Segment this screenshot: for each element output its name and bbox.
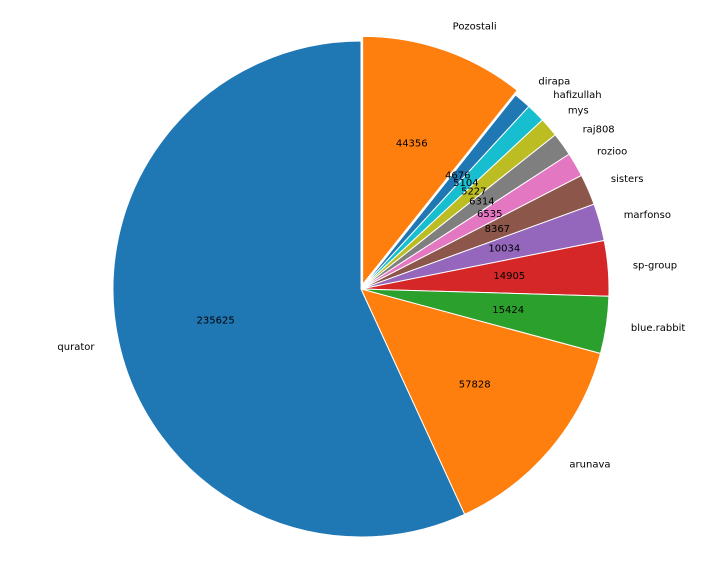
value-label-mys: 5227 xyxy=(461,186,486,197)
category-label-blue-rabbit: blue.rabbit xyxy=(631,323,686,334)
value-label-dirapa: 4676 xyxy=(445,170,470,181)
category-label-mys: mys xyxy=(568,106,589,117)
category-label-pozostali: Pozostali xyxy=(453,21,497,32)
category-label-raj808: raj808 xyxy=(583,124,615,135)
category-label-qurator: qurator xyxy=(57,342,95,353)
value-label-qurator: 235625 xyxy=(197,315,235,326)
value-label-hafizullah: 5104 xyxy=(453,178,478,189)
category-label-sp-group: sp-group xyxy=(633,261,677,272)
pie-slice-qurator xyxy=(112,40,466,538)
pie-category-labels: Pozostali dirapa hafizullah mys raj808 rozioo… xyxy=(57,21,685,470)
category-label-hafizullah: hafizullah xyxy=(553,90,601,101)
value-label-marfonso: 10034 xyxy=(488,243,520,254)
pie-slice-pozostali xyxy=(362,35,518,286)
category-label-sisters: sisters xyxy=(611,174,644,185)
category-label-rozioo: rozioo xyxy=(597,147,627,158)
value-label-sp-group: 14905 xyxy=(493,271,525,282)
pie-slices xyxy=(112,35,610,538)
value-label-blue-rabbit: 15424 xyxy=(492,305,524,316)
category-label-marfonso: marfonso xyxy=(624,210,671,221)
pie-slice-arunava xyxy=(360,288,602,515)
value-label-raj808: 6314 xyxy=(469,197,494,208)
value-label-pozostali: 44356 xyxy=(396,138,428,149)
value-label-rozioo: 6535 xyxy=(477,209,502,220)
category-label-arunava: arunava xyxy=(569,460,610,471)
category-label-dirapa: dirapa xyxy=(538,76,570,87)
value-label-arunava: 57828 xyxy=(459,380,491,391)
value-label-sisters: 8367 xyxy=(485,224,510,235)
